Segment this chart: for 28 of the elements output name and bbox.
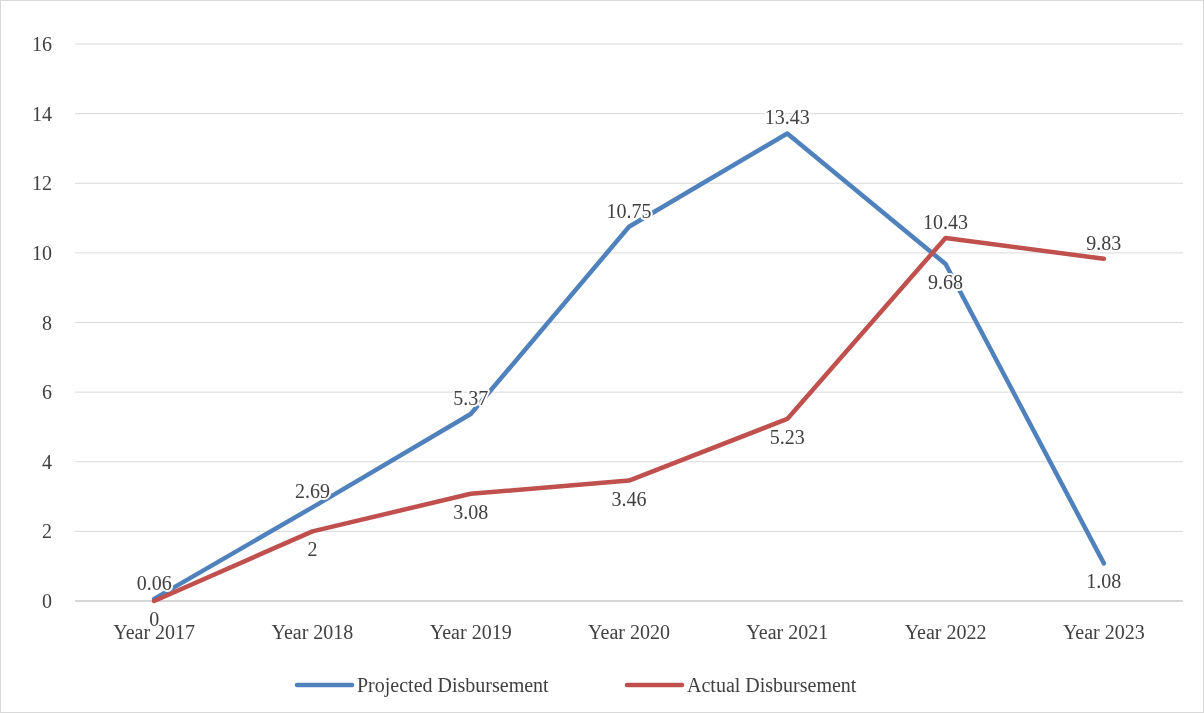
data-label: 0.06: [136, 571, 172, 594]
x-tick-label: Year 2021: [746, 621, 829, 643]
y-tick-label: 14: [32, 102, 52, 125]
y-tick-label: 0: [42, 590, 52, 612]
y-tick-label: 10: [32, 241, 52, 264]
y-tick-label: 2: [42, 520, 52, 543]
x-tick-label: Year 2020: [588, 621, 670, 643]
y-tick-label: 12: [32, 172, 52, 195]
data-label: 1.08: [1086, 570, 1122, 593]
data-label: 3.46: [611, 487, 647, 510]
x-tick-label: Year 2022: [904, 621, 987, 643]
data-label: 10.43: [923, 210, 969, 233]
data-label: 2: [307, 538, 318, 561]
y-tick-label: 16: [32, 33, 52, 55]
x-tick-label: Year 2019: [429, 621, 512, 643]
legend-label: Projected Disbursement: [357, 674, 550, 697]
data-label: 3.08: [453, 500, 489, 523]
data-label: 13.43: [764, 106, 810, 129]
y-tick-label: 4: [42, 450, 52, 473]
y-tick-label: 8: [42, 311, 52, 334]
data-label: 10.75: [606, 199, 652, 222]
x-tick-label: Year 2018: [271, 621, 354, 643]
x-tick-label: Year 2023: [1062, 621, 1145, 643]
data-label: 9.83: [1086, 231, 1122, 254]
y-tick-label: 6: [42, 381, 52, 404]
data-label: 5.23: [769, 425, 805, 448]
legend-label: Actual Disbursement: [687, 674, 857, 696]
data-label: 2.69: [294, 480, 330, 503]
